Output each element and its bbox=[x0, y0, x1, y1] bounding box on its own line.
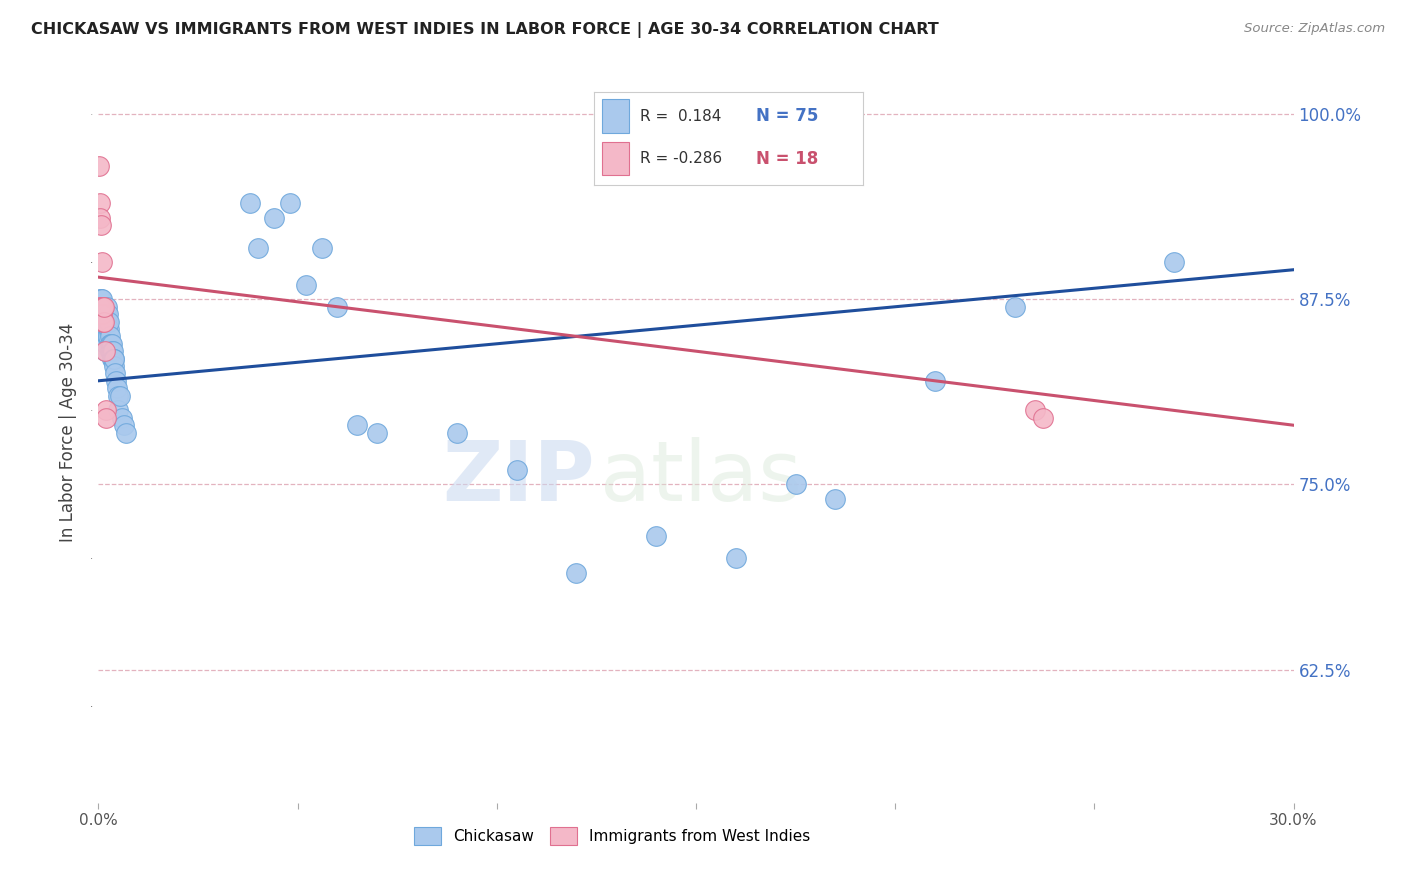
Point bbox=[91, 329, 114, 343]
Point bbox=[104, 374, 127, 388]
Point bbox=[565, 566, 588, 581]
Point bbox=[90, 255, 112, 269]
Point bbox=[91, 322, 114, 336]
Point bbox=[91, 314, 114, 328]
Point bbox=[1032, 410, 1054, 425]
Point bbox=[1024, 403, 1046, 417]
Text: ZIP: ZIP bbox=[441, 436, 595, 517]
Point bbox=[89, 293, 111, 307]
Point bbox=[96, 336, 118, 351]
Point bbox=[645, 529, 668, 543]
Point bbox=[93, 314, 115, 328]
Point bbox=[94, 403, 117, 417]
Point bbox=[93, 322, 115, 336]
Point bbox=[93, 329, 115, 343]
Point bbox=[89, 196, 111, 211]
Point bbox=[98, 314, 121, 328]
Point bbox=[91, 307, 114, 321]
Point bbox=[91, 300, 114, 314]
Point bbox=[90, 300, 112, 314]
Point bbox=[98, 336, 121, 351]
Point bbox=[506, 462, 529, 476]
Point bbox=[101, 344, 124, 359]
Point bbox=[278, 196, 301, 211]
Point bbox=[100, 336, 122, 351]
Point bbox=[263, 211, 285, 225]
Point bbox=[91, 336, 114, 351]
Text: atlas: atlas bbox=[600, 436, 801, 517]
Point bbox=[94, 322, 117, 336]
Point bbox=[91, 307, 114, 321]
Point bbox=[89, 300, 111, 314]
Point bbox=[110, 389, 132, 403]
Point bbox=[103, 359, 125, 373]
Point bbox=[90, 300, 112, 314]
Point bbox=[90, 219, 112, 233]
Point bbox=[89, 300, 111, 314]
Point bbox=[100, 344, 122, 359]
Point bbox=[94, 314, 117, 328]
Point bbox=[91, 314, 114, 328]
Point bbox=[311, 240, 333, 254]
Point bbox=[94, 307, 117, 321]
Point bbox=[1004, 300, 1026, 314]
Point bbox=[101, 351, 124, 366]
Point bbox=[90, 293, 112, 307]
Point bbox=[246, 240, 269, 254]
Point bbox=[89, 300, 111, 314]
Point bbox=[91, 322, 114, 336]
Point bbox=[924, 374, 946, 388]
Point bbox=[97, 314, 120, 328]
Point bbox=[94, 322, 117, 336]
Point bbox=[326, 300, 349, 314]
Point bbox=[785, 477, 807, 491]
Point bbox=[101, 351, 124, 366]
Point bbox=[294, 277, 316, 292]
Point bbox=[89, 322, 111, 336]
Point bbox=[1163, 255, 1185, 269]
Point bbox=[446, 425, 468, 440]
Point bbox=[724, 551, 747, 566]
Point bbox=[98, 329, 121, 343]
Point bbox=[239, 196, 262, 211]
Point bbox=[96, 329, 118, 343]
Point bbox=[105, 381, 128, 395]
Point bbox=[91, 300, 114, 314]
Point bbox=[112, 418, 135, 433]
Y-axis label: In Labor Force | Age 30-34: In Labor Force | Age 30-34 bbox=[59, 323, 77, 542]
Point bbox=[93, 336, 115, 351]
Text: Source: ZipAtlas.com: Source: ZipAtlas.com bbox=[1244, 22, 1385, 36]
Point bbox=[97, 329, 120, 343]
Point bbox=[90, 293, 112, 307]
Point bbox=[89, 159, 111, 173]
Point bbox=[97, 322, 120, 336]
Point bbox=[107, 389, 129, 403]
Point bbox=[366, 425, 388, 440]
Point bbox=[107, 403, 129, 417]
Point bbox=[93, 300, 115, 314]
Point bbox=[100, 336, 122, 351]
Point bbox=[89, 314, 111, 328]
Point bbox=[96, 300, 118, 314]
Point bbox=[98, 344, 122, 359]
Legend: Chickasaw, Immigrants from West Indies: Chickasaw, Immigrants from West Indies bbox=[408, 821, 817, 851]
Point bbox=[101, 344, 124, 359]
Point bbox=[89, 211, 111, 225]
Point bbox=[104, 367, 127, 381]
Point bbox=[93, 314, 115, 328]
Point bbox=[94, 344, 117, 359]
Point bbox=[93, 307, 115, 321]
Point bbox=[103, 351, 125, 366]
Point bbox=[103, 351, 125, 366]
Point bbox=[111, 410, 134, 425]
Point bbox=[90, 314, 112, 328]
Point bbox=[115, 425, 138, 440]
Point bbox=[96, 410, 118, 425]
Point bbox=[94, 344, 117, 359]
Point bbox=[89, 336, 111, 351]
Point bbox=[824, 492, 846, 507]
Text: CHICKASAW VS IMMIGRANTS FROM WEST INDIES IN LABOR FORCE | AGE 30-34 CORRELATION : CHICKASAW VS IMMIGRANTS FROM WEST INDIES… bbox=[31, 22, 939, 38]
Point bbox=[346, 418, 368, 433]
Point bbox=[97, 307, 120, 321]
